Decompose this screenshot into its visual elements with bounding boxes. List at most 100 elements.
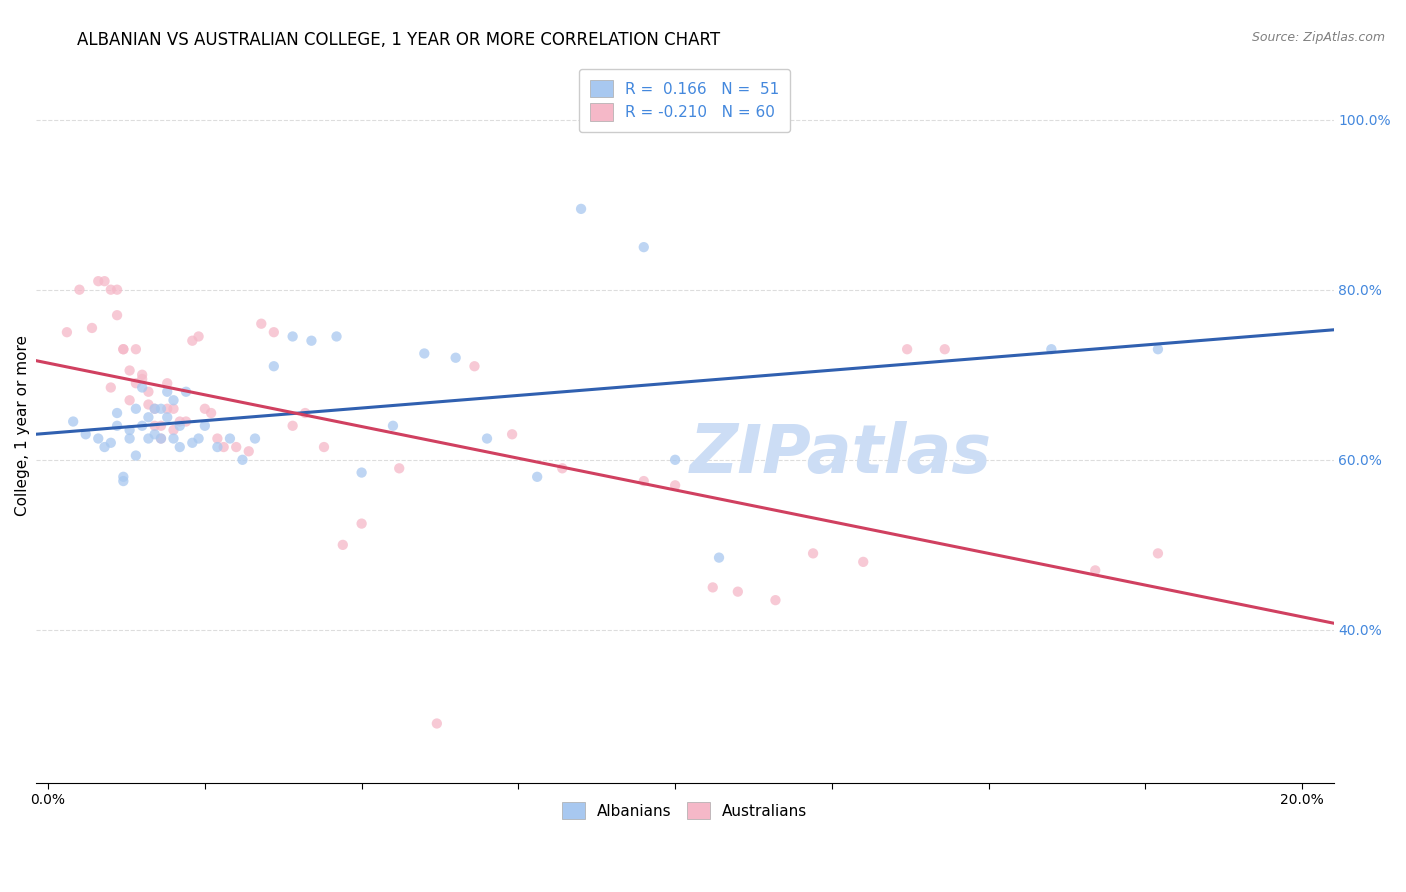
Point xyxy=(118,363,141,377)
Text: Source: ZipAtlas.com: Source: ZipAtlas.com xyxy=(1251,31,1385,45)
Point xyxy=(551,461,574,475)
Point xyxy=(332,538,354,552)
Point xyxy=(162,401,184,416)
Point xyxy=(118,432,141,446)
Point xyxy=(75,427,97,442)
Point xyxy=(93,440,115,454)
Point xyxy=(162,423,184,437)
Point xyxy=(1147,343,1170,357)
Point xyxy=(169,415,191,429)
Point xyxy=(118,393,141,408)
Point xyxy=(100,283,122,297)
Point xyxy=(125,449,148,463)
Point xyxy=(162,393,184,408)
Point xyxy=(87,432,110,446)
Point xyxy=(156,401,179,416)
Point xyxy=(112,470,135,484)
Point xyxy=(125,376,148,391)
Point xyxy=(633,474,655,488)
Point xyxy=(207,440,229,454)
Point xyxy=(231,452,253,467)
Point xyxy=(181,334,204,348)
Point xyxy=(1147,546,1170,560)
Point xyxy=(138,432,160,446)
Point xyxy=(174,384,197,399)
Point xyxy=(219,432,242,446)
Point xyxy=(350,516,373,531)
Point xyxy=(243,432,266,446)
Point xyxy=(212,440,235,454)
Point xyxy=(263,325,285,339)
Point xyxy=(149,432,172,446)
Point xyxy=(350,466,373,480)
Point xyxy=(194,418,217,433)
Point xyxy=(131,418,153,433)
Point xyxy=(138,397,160,411)
Point xyxy=(131,380,153,394)
Point xyxy=(194,401,217,416)
Point xyxy=(896,343,918,357)
Point xyxy=(169,440,191,454)
Point xyxy=(263,359,285,374)
Point xyxy=(200,406,222,420)
Point xyxy=(143,427,166,442)
Point xyxy=(56,325,79,339)
Point xyxy=(149,432,172,446)
Point xyxy=(105,406,128,420)
Point xyxy=(727,584,749,599)
Point xyxy=(312,440,335,454)
Point xyxy=(801,546,824,560)
Point xyxy=(381,418,404,433)
Point xyxy=(131,372,153,386)
Point xyxy=(100,435,122,450)
Point xyxy=(934,343,956,357)
Point xyxy=(569,202,592,216)
Point xyxy=(80,321,103,335)
Point xyxy=(156,410,179,425)
Legend: Albanians, Australians: Albanians, Australians xyxy=(555,796,813,825)
Point xyxy=(112,343,135,357)
Point xyxy=(138,384,160,399)
Point xyxy=(664,478,686,492)
Point xyxy=(187,329,209,343)
Point xyxy=(143,401,166,416)
Point xyxy=(852,555,875,569)
Point xyxy=(93,274,115,288)
Point xyxy=(281,418,304,433)
Point xyxy=(475,432,498,446)
Point xyxy=(105,418,128,433)
Point xyxy=(162,432,184,446)
Point xyxy=(463,359,485,374)
Point xyxy=(105,283,128,297)
Point xyxy=(149,401,172,416)
Point xyxy=(526,470,548,484)
Point xyxy=(225,440,247,454)
Point xyxy=(633,240,655,254)
Point xyxy=(105,308,128,322)
Point xyxy=(1040,343,1063,357)
Point xyxy=(112,474,135,488)
Point xyxy=(388,461,411,475)
Point xyxy=(156,376,179,391)
Point xyxy=(138,410,160,425)
Point xyxy=(149,418,172,433)
Point xyxy=(118,423,141,437)
Text: ZIPatlas: ZIPatlas xyxy=(689,421,991,487)
Point xyxy=(100,380,122,394)
Point xyxy=(250,317,273,331)
Point xyxy=(765,593,787,607)
Point xyxy=(501,427,523,442)
Point xyxy=(702,581,724,595)
Point xyxy=(426,716,449,731)
Point xyxy=(187,432,209,446)
Point xyxy=(294,406,316,420)
Point xyxy=(181,435,204,450)
Point xyxy=(238,444,260,458)
Y-axis label: College, 1 year or more: College, 1 year or more xyxy=(15,335,30,516)
Point xyxy=(143,401,166,416)
Point xyxy=(207,432,229,446)
Point xyxy=(707,550,730,565)
Point xyxy=(125,401,148,416)
Point xyxy=(112,343,135,357)
Point xyxy=(87,274,110,288)
